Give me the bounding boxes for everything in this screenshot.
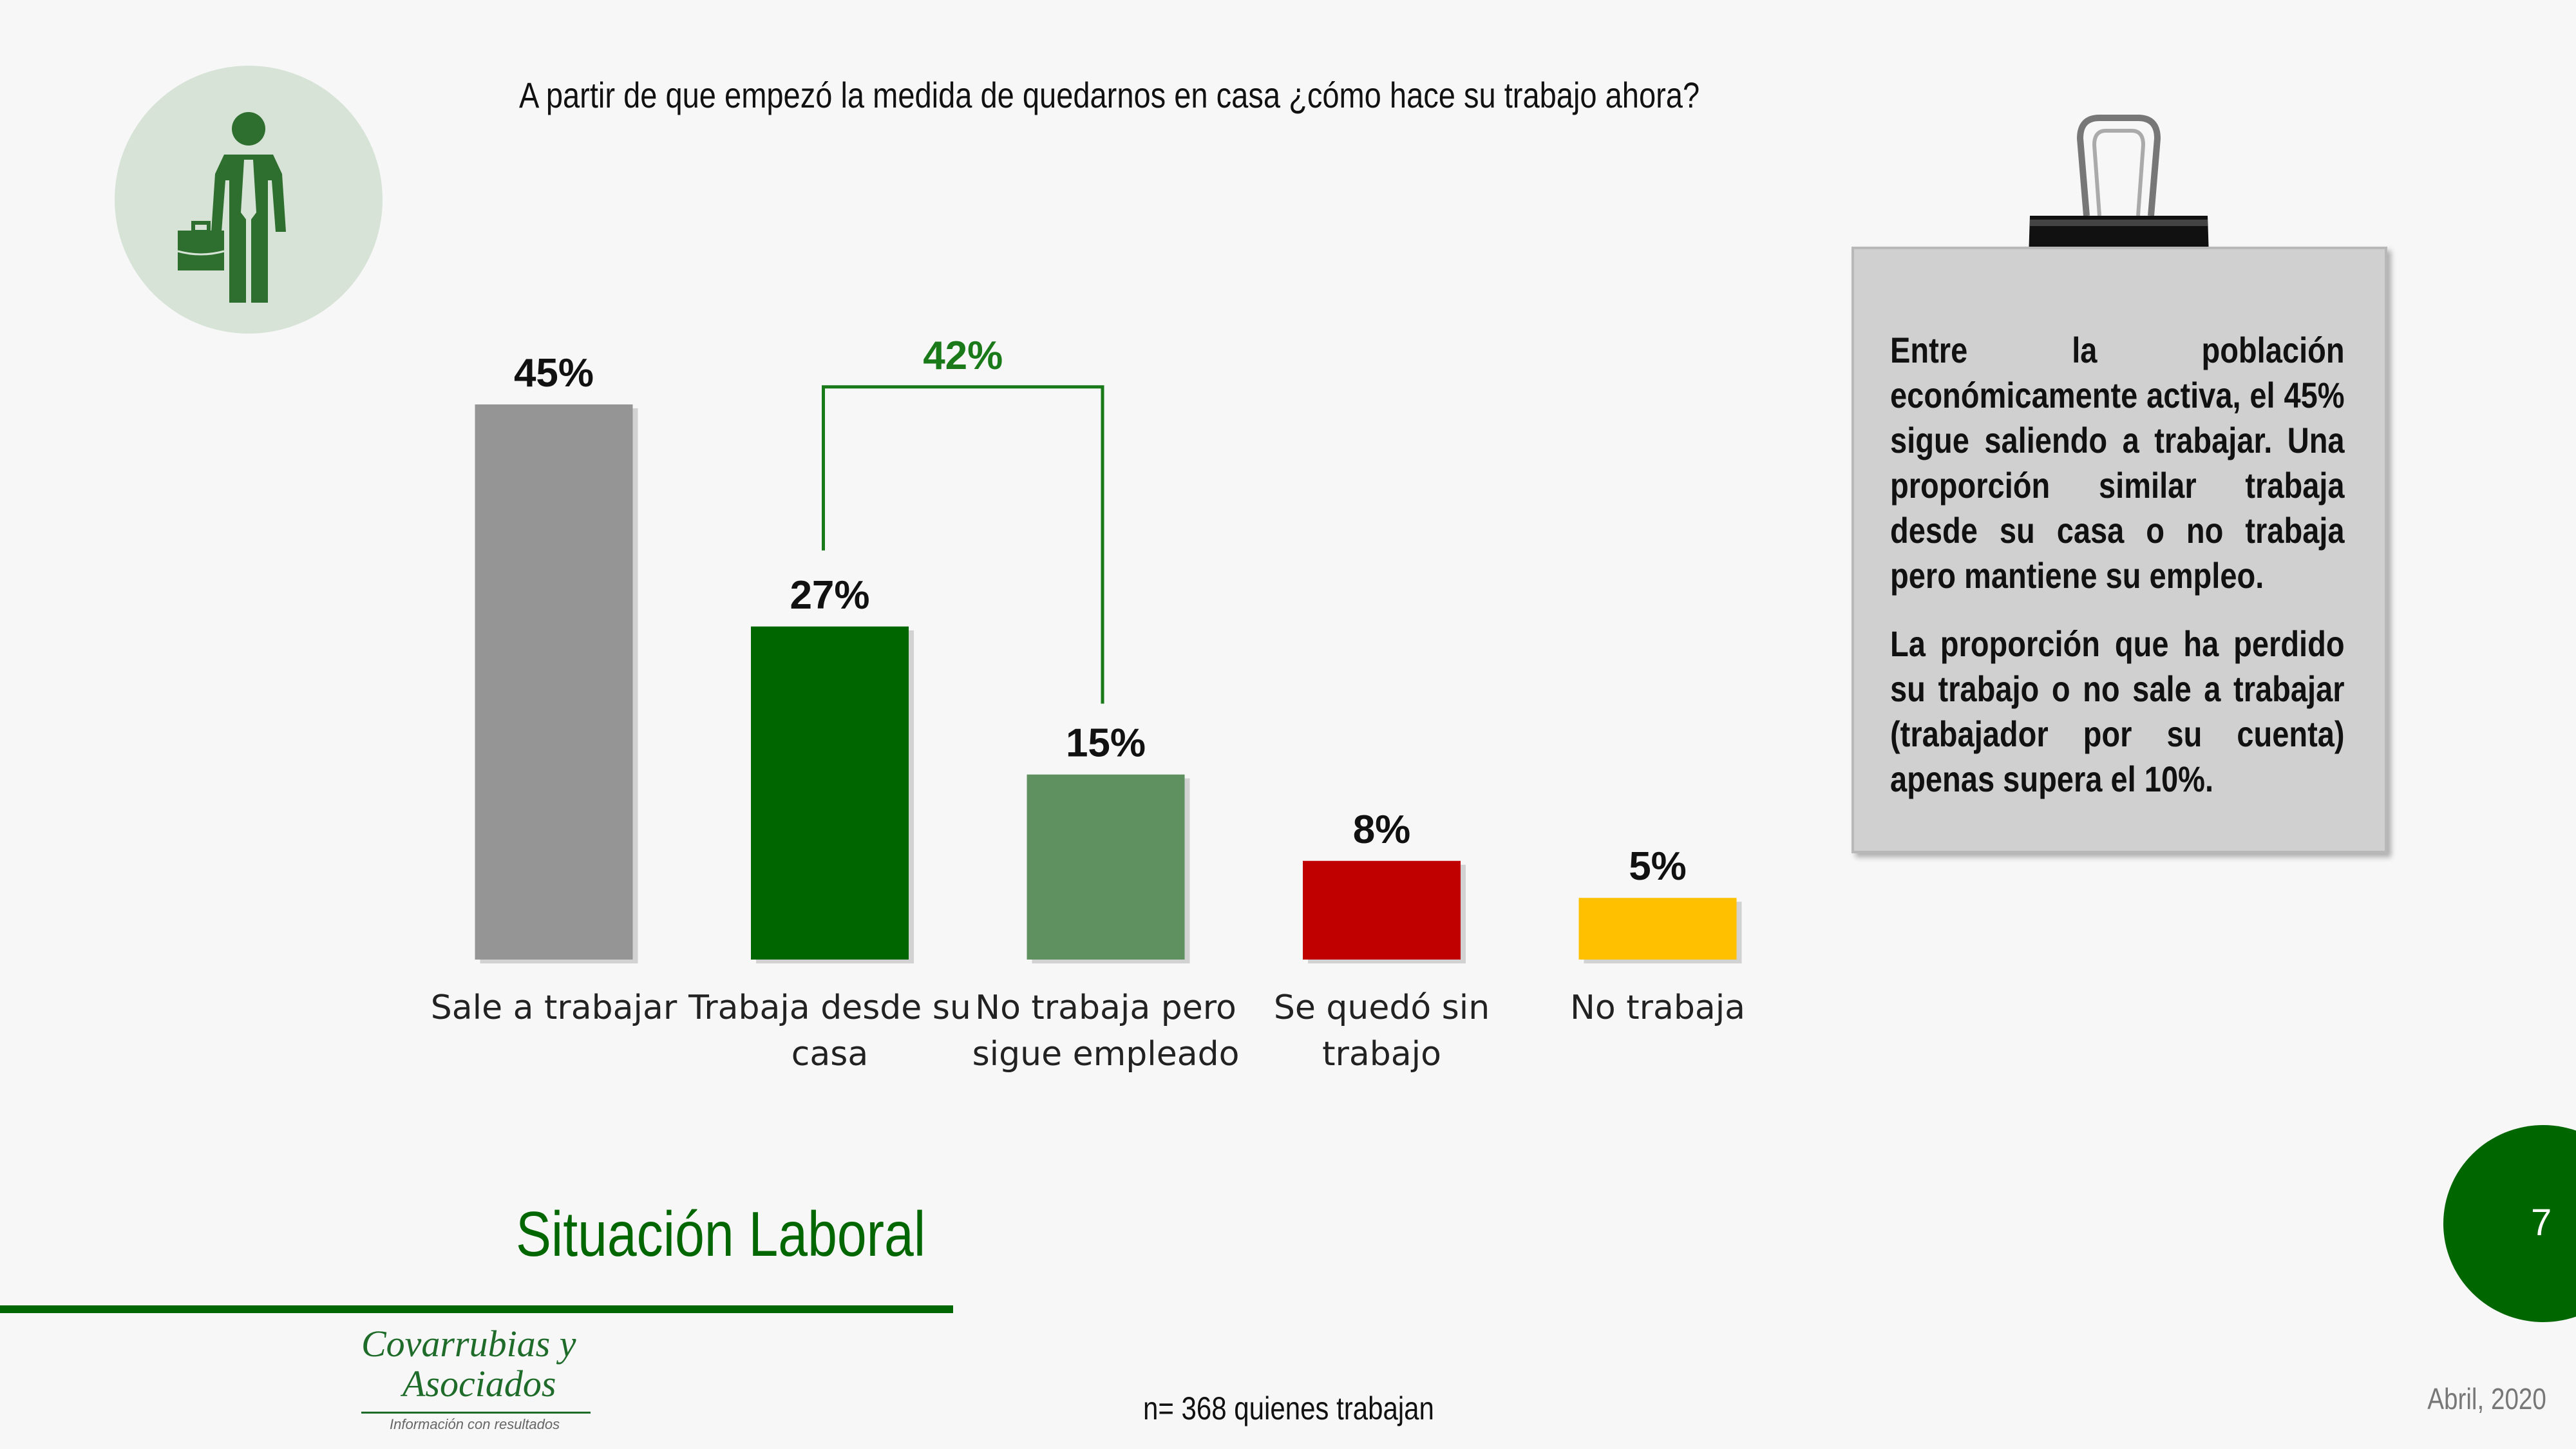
note-body: Entre la población económicamente activa… (1890, 249, 2345, 802)
section-title: Situación Laboral (516, 1198, 926, 1269)
category-label: Trabaja desde su (688, 989, 971, 1027)
value-label: 5% (1629, 844, 1687, 889)
category-label: No trabaja pero (975, 989, 1236, 1027)
bar (1027, 774, 1185, 960)
value-label: 15% (1066, 721, 1146, 766)
logo-line2: Asociados (402, 1363, 556, 1405)
logo-line1: Covarrubias y (361, 1323, 576, 1365)
category-label: casa (791, 1035, 868, 1074)
category-label: sigue empleado (972, 1035, 1240, 1074)
bar (475, 404, 633, 960)
bracket-line (822, 385, 1104, 704)
company-logo: Covarrubias y Asociados Información con … (361, 1325, 606, 1448)
page-number: 7 (2531, 1202, 2552, 1244)
date-label: Abril, 2020 (2427, 1382, 2546, 1416)
worker-icon (115, 66, 383, 334)
category-label: Se quedó sin (1274, 989, 1490, 1027)
note-paragraph-1: Entre la población económicamente activa… (1890, 330, 2345, 596)
value-label: 8% (1353, 808, 1411, 852)
bar (1578, 898, 1737, 960)
logo-rule (361, 1412, 591, 1414)
value-label: 27% (790, 573, 869, 618)
category-label: Sale a trabajar (431, 989, 677, 1027)
logo-tagline: Información con resultados (390, 1416, 560, 1432)
sample-size-note: n= 368 quienes trabajan (1143, 1390, 1434, 1426)
chart-question: A partir de que empezó la medida de qued… (519, 75, 1700, 115)
note-paragraph-2: La proporción que ha perdido su trabajo … (1890, 623, 2345, 799)
bracket-label: 42% (923, 334, 1003, 378)
divider-line (0, 1305, 953, 1313)
value-label: 45% (514, 351, 594, 395)
bar (751, 626, 909, 960)
category-label: trabajo (1322, 1035, 1441, 1074)
note-card: Entre la población económicamente activa… (1852, 247, 2387, 853)
bar (1303, 860, 1461, 960)
category-label: No trabaja (1570, 989, 1745, 1027)
